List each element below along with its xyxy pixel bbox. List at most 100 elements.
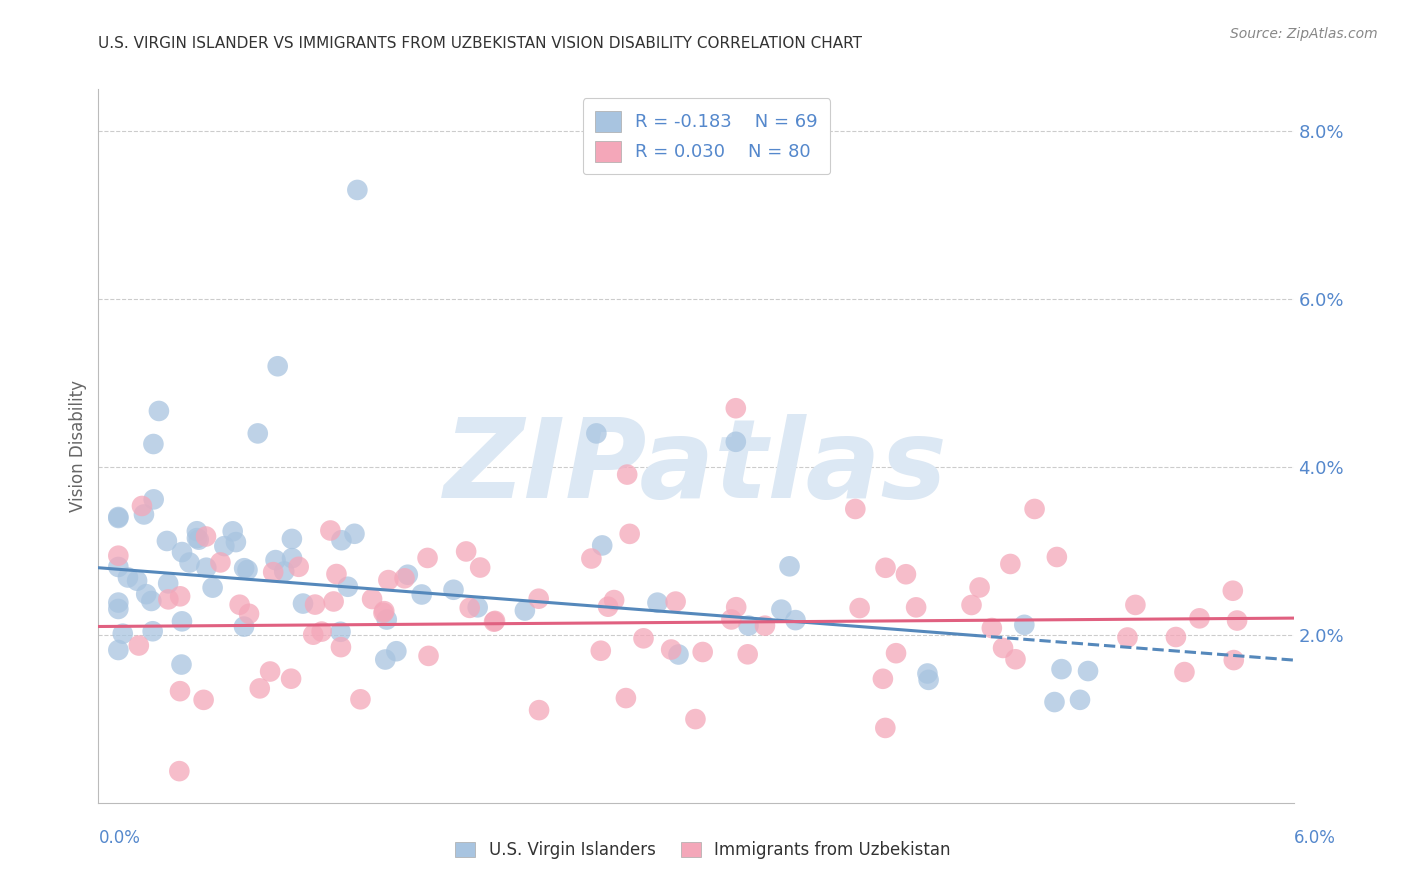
Text: 0.0%: 0.0% xyxy=(98,830,141,847)
Point xyxy=(527,703,550,717)
Point xyxy=(107,596,129,610)
Point xyxy=(195,529,218,543)
Point xyxy=(373,604,395,618)
Point xyxy=(148,404,170,418)
Point xyxy=(1046,549,1069,564)
Point xyxy=(170,657,193,672)
Point xyxy=(225,535,247,549)
Point xyxy=(311,624,333,639)
Point xyxy=(157,576,180,591)
Point xyxy=(589,644,612,658)
Point xyxy=(127,574,149,588)
Point xyxy=(214,539,236,553)
Legend: R = -0.183    N = 69, R = 0.030    N = 80: R = -0.183 N = 69, R = 0.030 N = 80 xyxy=(582,98,831,174)
Point xyxy=(458,600,481,615)
Point xyxy=(905,600,928,615)
Point xyxy=(1164,630,1187,644)
Point xyxy=(396,567,419,582)
Point xyxy=(385,644,408,658)
Point xyxy=(186,524,208,539)
Point xyxy=(991,640,1014,655)
Point xyxy=(259,665,281,679)
Point xyxy=(107,549,129,563)
Point xyxy=(633,632,655,646)
Point xyxy=(343,526,366,541)
Point xyxy=(142,437,165,451)
Point xyxy=(228,598,250,612)
Point xyxy=(1125,598,1147,612)
Point xyxy=(614,691,637,706)
Point xyxy=(329,640,352,654)
Text: U.S. VIRGIN ISLANDER VS IMMIGRANTS FROM UZBEKISTAN VISION DISABILITY CORRELATION: U.S. VIRGIN ISLANDER VS IMMIGRANTS FROM … xyxy=(98,36,862,51)
Point xyxy=(131,499,153,513)
Point xyxy=(246,426,269,441)
Point xyxy=(844,502,866,516)
Point xyxy=(418,648,440,663)
Point xyxy=(170,615,193,629)
Point xyxy=(336,580,359,594)
Point xyxy=(603,593,626,607)
Point xyxy=(238,607,260,621)
Point xyxy=(329,624,352,639)
Point xyxy=(128,639,150,653)
Point xyxy=(779,559,801,574)
Point xyxy=(107,602,129,616)
Point xyxy=(222,524,245,539)
Point xyxy=(482,615,505,629)
Point xyxy=(394,571,416,585)
Point xyxy=(195,560,218,574)
Point xyxy=(1050,662,1073,676)
Point xyxy=(170,545,193,559)
Point xyxy=(201,581,224,595)
Point xyxy=(591,538,613,552)
Point xyxy=(1173,665,1195,679)
Point xyxy=(581,551,603,566)
Point xyxy=(875,721,897,735)
Point xyxy=(264,553,287,567)
Text: 6.0%: 6.0% xyxy=(1294,830,1336,847)
Point xyxy=(619,527,641,541)
Point xyxy=(875,561,897,575)
Point xyxy=(724,434,747,449)
Point xyxy=(186,531,208,545)
Point xyxy=(647,596,669,610)
Y-axis label: Vision Disability: Vision Disability xyxy=(69,380,87,512)
Point xyxy=(980,621,1002,635)
Point xyxy=(737,648,759,662)
Point xyxy=(513,603,536,617)
Point xyxy=(1223,653,1246,667)
Point xyxy=(169,590,191,604)
Point xyxy=(484,614,506,628)
Point xyxy=(785,613,807,627)
Point xyxy=(107,511,129,525)
Point xyxy=(132,508,155,522)
Point xyxy=(267,359,290,374)
Point xyxy=(156,533,179,548)
Point xyxy=(374,652,396,666)
Point xyxy=(960,598,983,612)
Point xyxy=(872,672,894,686)
Point xyxy=(157,592,180,607)
Point xyxy=(917,673,939,687)
Point xyxy=(616,467,638,482)
Point xyxy=(111,626,134,640)
Point xyxy=(107,643,129,657)
Point xyxy=(1043,695,1066,709)
Text: ZIPatlas: ZIPatlas xyxy=(444,414,948,521)
Point xyxy=(107,560,129,574)
Point xyxy=(1226,614,1249,628)
Point xyxy=(330,533,353,548)
Point xyxy=(262,565,284,579)
Point xyxy=(135,587,157,601)
Point xyxy=(470,560,492,574)
Point xyxy=(193,693,215,707)
Point xyxy=(107,510,129,524)
Point xyxy=(1222,583,1244,598)
Point xyxy=(273,565,295,579)
Point xyxy=(1000,557,1022,571)
Point xyxy=(596,599,619,614)
Point xyxy=(917,666,939,681)
Point xyxy=(1014,617,1036,632)
Point xyxy=(280,672,302,686)
Point xyxy=(411,587,433,601)
